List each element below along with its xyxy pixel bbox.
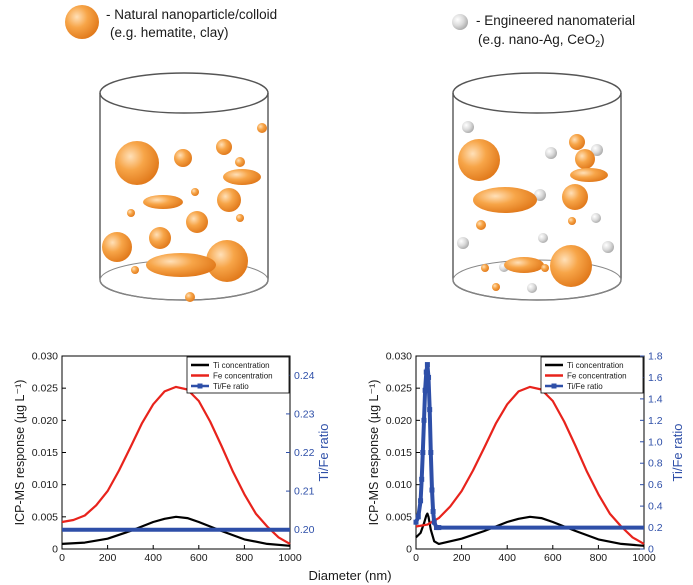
y-tick-label: 0 [406,544,412,556]
legend-entry-ti-concentration: Ti concentration [213,361,270,370]
natural-beaker [99,72,269,302]
y-tick-label: 0.015 [386,447,412,459]
shared-x-axis-label: Diameter (nm) [308,568,391,583]
ratio-marker [413,519,419,525]
x-tick-label: 400 [144,552,162,564]
x-tick-label: 0 [59,552,65,564]
natural-legend-example: (e.g. hematite, clay) [110,25,229,40]
y2-tick-label: 0.6 [648,479,663,491]
y-tick-label: 0.010 [386,479,412,491]
x-tick-label: 600 [190,552,208,564]
y-tick-label: 0.015 [32,447,58,459]
y2-axis-label: Ti/Fe ratio [670,423,685,481]
series-ti-concentration [415,512,645,547]
y-tick-label: 0.025 [32,383,58,395]
ratio-marker [421,417,427,423]
y2-tick-label: 1.0 [648,436,663,448]
y-axis-label: ICP-MS response (µg L⁻¹) [13,380,27,526]
natural-particle-legend-icon [65,5,99,39]
y-tick-label: 0.010 [32,479,58,491]
y2-tick-label: 0.22 [294,447,315,459]
engineered-particles [457,121,614,293]
y-tick-label: 0.005 [386,511,412,523]
ratio-marker [424,362,430,368]
ratio-marker [430,508,436,514]
y-tick-label: 0.020 [386,415,412,427]
engineered-particle-legend-icon [452,14,468,30]
y-tick-label: 0.025 [386,383,412,395]
x-tick-label: 0 [413,552,419,564]
series-fe-concentration [415,385,645,545]
y-axis-label: ICP-MS response (µg L⁻¹) [367,380,381,526]
engineered-legend-label: - Engineered nanomaterial [476,13,635,28]
ratio-marker [436,525,442,531]
legend-entry-fe-concentration: Fe concentration [213,372,273,381]
ratio-marker [429,487,435,493]
ratio-marker [423,369,429,375]
y2-tick-label: 0.20 [294,524,315,536]
y2-tick-label: 0.2 [648,522,663,534]
y-tick-label: 0.020 [32,415,58,427]
ratio-marker [428,450,434,455]
legend-entry-ti-fe-ratio: Ti/Fe ratio [213,382,249,391]
legend-marker [551,383,557,389]
x-tick-label: 200 [453,552,471,564]
y2-tick-label: 0.24 [294,370,315,382]
legend-entry-fe-concentration: Fe concentration [567,372,627,381]
chart-left: 0 200 400 600 800 1000 0 0.005 0.010 0.015 0.020 0.… [13,351,331,565]
ratio-marker [422,387,428,393]
x-tick-label: 800 [236,552,254,564]
y2-tick-label: 0.21 [294,486,315,498]
natural-legend-label: - Natural nanoparticle/colloid [106,7,277,22]
x-tick-label: 200 [99,552,117,564]
y2-tick-label: 1.6 [648,372,663,384]
natural-particles [102,123,267,302]
y-tick-label: 0.030 [386,351,412,363]
x-tick-label: 1000 [278,552,302,564]
engineered-beaker [452,72,622,301]
x-tick-label: 600 [544,552,562,564]
legend-entry-ti-concentration: Ti concentration [567,361,624,370]
x-tick-label: 400 [498,552,516,564]
y2-tick-label: 0.4 [648,501,663,513]
y2-tick-label: 1.4 [648,393,663,405]
ratio-marker [431,519,437,525]
x-tick-label: 800 [590,552,608,564]
y2-tick-label: 0 [648,544,654,556]
y2-tick-label: 1.2 [648,415,663,427]
legend-marker [197,383,203,389]
ratio-marker [415,514,421,520]
ratio-marker [426,374,432,380]
ratio-marker [419,476,425,482]
chart-right: 0 200 400 600 800 100000.0050.0100.0150.0200.… [367,351,685,565]
engineered-legend-example: (e.g. nano-Ag, CeO2) [478,32,605,49]
y-tick-label: 0 [52,544,58,556]
y2-tick-label: 0.23 [294,408,315,420]
legend-entry-ti-fe-ratio: Ti/Fe ratio [567,382,603,391]
ratio-marker [427,407,433,413]
ratio-marker [420,450,426,455]
series-ti-concentration [61,515,291,547]
series-fe-concentration [61,385,291,545]
x-tick-label: 1000 [632,552,656,564]
y2-tick-label: 0.8 [648,458,663,470]
y-tick-label: 0.005 [32,511,58,523]
y2-tick-label: 1.8 [648,351,663,363]
ratio-marker [418,498,424,504]
y-tick-label: 0.030 [32,351,58,363]
y2-axis-label: Ti/Fe ratio [316,423,331,481]
